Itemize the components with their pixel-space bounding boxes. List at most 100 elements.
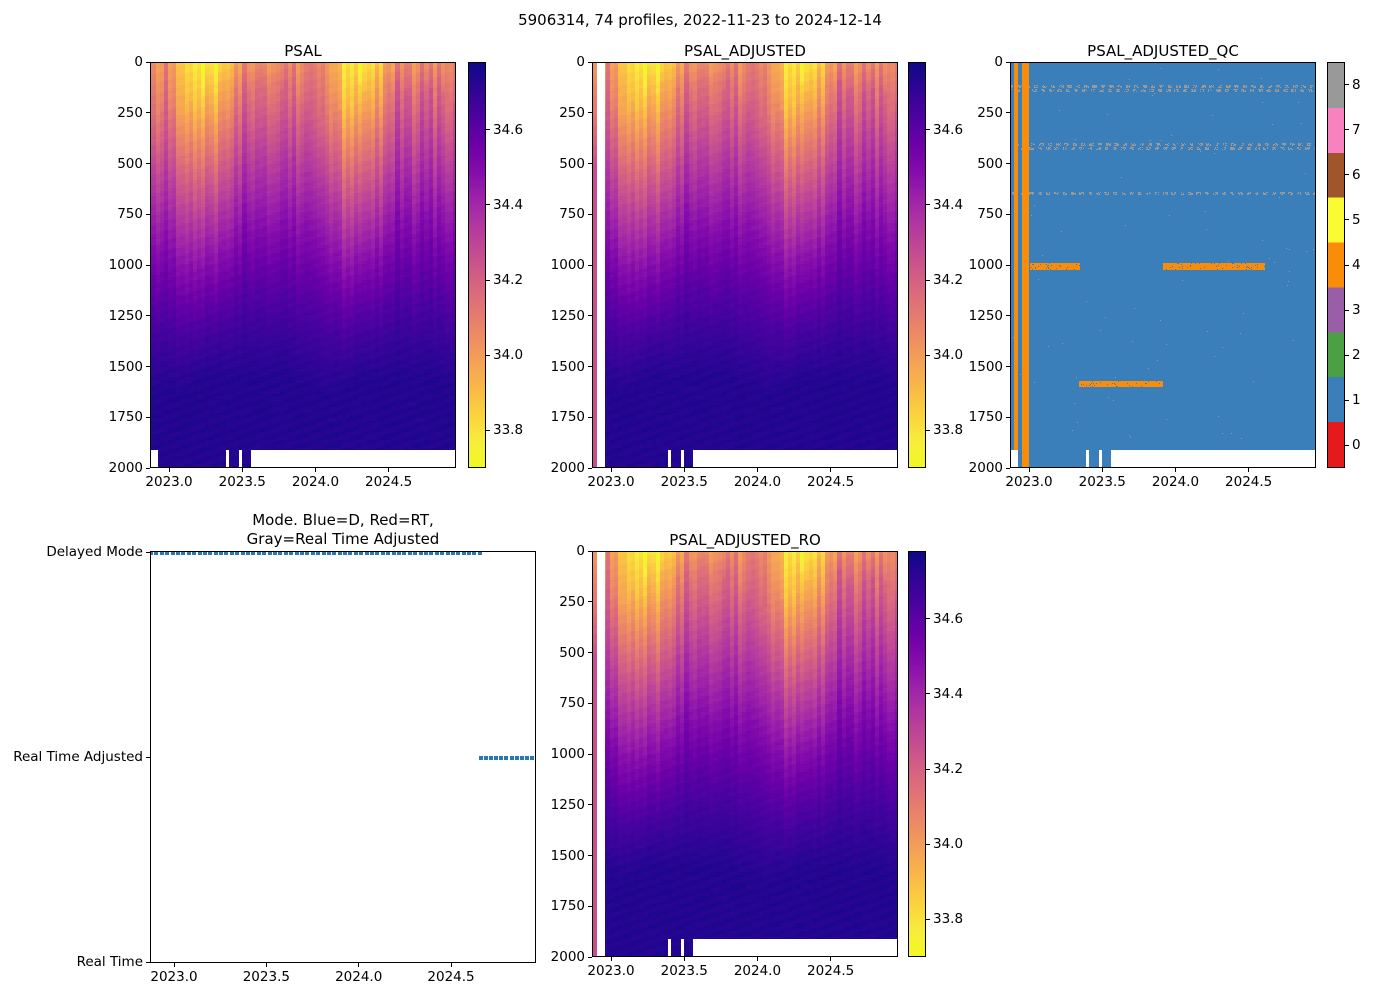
psal-adjusted-qc-cbticklabel: 8 [1352, 76, 1361, 93]
psal-adjusted-qc-yticklabel: 1000 [968, 257, 1003, 273]
mode-marker [181, 552, 186, 555]
mode-marker [489, 756, 494, 760]
psal-adjusted-ro-ytick [588, 550, 592, 552]
psal-adjusted-qc-cbticklabel: 1 [1352, 392, 1361, 409]
mode-xticklabel: 2023.5 [242, 969, 290, 985]
colorbar-gradient-psal-adjusted [909, 63, 925, 467]
psal-adjusted-qc-xtick [1174, 468, 1177, 472]
psal-adjusted-ytick [588, 61, 592, 63]
mode-marker [202, 552, 207, 555]
psal-adjusted-xtick [610, 468, 612, 472]
psal-adjusted-ro-yticklabel: 1750 [550, 898, 585, 915]
panel-title-psal-adjusted-qc: PSAL_ADJUSTED_QC [1087, 42, 1239, 60]
mode-ytick [146, 551, 150, 553]
mode-marker [229, 552, 234, 555]
mode-marker [197, 552, 202, 555]
psal-adjusted-qc-ytick [1006, 467, 1010, 469]
psal-adjusted-xticklabel: 2024.0 [733, 474, 782, 490]
mode-marker [440, 552, 445, 555]
mode-series-2 [151, 756, 535, 760]
psal-cbtick [486, 354, 490, 356]
psal-xtick [314, 468, 317, 472]
psal-xtick [168, 468, 170, 472]
axes-psal-adjusted-ro[interactable] [592, 551, 898, 957]
mode-marker [337, 552, 342, 555]
colorbar-psal-adjusted-ro[interactable] [908, 551, 926, 957]
psal-cbtick [486, 129, 490, 131]
axes-mode[interactable] [150, 551, 536, 963]
psal-adjusted-ro-yticklabel: 2000 [550, 949, 585, 965]
psal-adjusted-ro-cbtick [926, 693, 930, 695]
psal-xticklabel: 2024.5 [365, 474, 413, 490]
psal-adjusted-yticklabel: 0 [576, 54, 585, 70]
mode-marker [235, 552, 240, 555]
psal-adjusted-qc-ytick [1006, 163, 1010, 165]
mode-marker [391, 552, 396, 555]
psal-adjusted-ro-yticklabel: 1000 [550, 746, 585, 762]
colorbar-psal-adjusted-qc[interactable] [1327, 62, 1345, 468]
psal-adjusted-qc-cbtick [1345, 219, 1349, 221]
colorbar-psal-adjusted[interactable] [908, 62, 926, 468]
psal-yticklabel: 1000 [108, 257, 143, 273]
mode-marker [154, 552, 159, 555]
psal-adjusted-xticklabel: 2024.5 [807, 474, 855, 490]
mode-marker [423, 552, 428, 555]
psal-adjusted-qc-cbtick [1345, 264, 1349, 266]
mode-marker [273, 552, 277, 555]
axes-psal-adjusted[interactable] [592, 62, 898, 468]
psal-adjusted-ro-cbtick [926, 618, 930, 620]
colorbar-psal[interactable] [468, 62, 486, 468]
psal-adjusted-qc-ytick [1006, 61, 1010, 63]
psal-adjusted-ro-xticklabel: 2024.5 [807, 963, 855, 979]
mode-marker [445, 552, 450, 555]
psal-adjusted-yticklabel: 2000 [550, 460, 585, 476]
psal-adjusted-cbtick [926, 204, 930, 206]
psal-cbticklabel: 34.0 [493, 347, 524, 364]
psal-adjusted-qc-yticklabel: 0 [994, 54, 1003, 70]
psal-adjusted-ro-cbticklabel: 34.6 [933, 610, 964, 627]
psal-cbtick [486, 279, 490, 281]
mode-marker [494, 756, 499, 760]
psal-adjusted-yticklabel: 750 [559, 206, 585, 223]
mode-marker [407, 552, 412, 555]
mode-marker [524, 756, 529, 760]
figure-suptitle: 5906314, 74 profiles, 2022-11-23 to 2024… [518, 11, 882, 29]
mode-marker [332, 552, 337, 555]
mode-marker [310, 552, 315, 555]
mode-marker [240, 552, 245, 555]
mode-xticklabel: 2024.0 [335, 969, 383, 985]
psal-adjusted-qc-cbticklabel: 5 [1352, 211, 1361, 228]
mode-marker [386, 552, 391, 555]
psal-adjusted-qc-yticklabel: 750 [977, 206, 1003, 223]
mode-yticklabel: Delayed Mode [46, 544, 143, 560]
psal-adjusted-qc-cbticklabel: 3 [1352, 302, 1361, 319]
psal-adjusted-xticklabel: 2023.0 [587, 474, 635, 490]
mode-xtick [450, 963, 452, 967]
psal-ytick [146, 213, 150, 215]
psal-cbticklabel: 33.8 [493, 422, 524, 439]
psal-adjusted-cbticklabel: 34.2 [933, 272, 964, 289]
axes-psal[interactable] [150, 62, 456, 468]
psal-cbticklabel: 34.4 [493, 196, 524, 213]
mode-marker [219, 552, 224, 555]
psal-adjusted-ro-cbtick [926, 843, 930, 845]
psal-ytick [146, 61, 150, 63]
psal-adjusted-yticklabel: 1250 [550, 307, 585, 324]
mode-marker [397, 552, 401, 555]
psal-adjusted-ro-xticklabel: 2024.0 [733, 963, 782, 979]
mode-marker [353, 552, 358, 555]
mode-marker [213, 552, 218, 555]
mode-marker [251, 552, 256, 555]
psal-adjusted-qc-yticklabel: 1500 [968, 358, 1003, 375]
mode-marker [267, 552, 272, 555]
psal-adjusted-ro-ytick [588, 905, 592, 907]
psal-xtick [241, 468, 243, 472]
psal-adjusted-ro-ytick [588, 601, 592, 603]
psal-adjusted-qc-ytick [1006, 366, 1010, 368]
psal-adjusted-qc-ytick [1006, 264, 1010, 266]
panel-title-psal-adjusted: PSAL_ADJUSTED [684, 42, 806, 60]
psal-adjusted-ro-xtick [683, 957, 685, 961]
psal-yticklabel: 2000 [108, 460, 143, 476]
axes-psal-adjusted-qc[interactable] [1010, 62, 1316, 468]
psal-adjusted-xtick [683, 468, 685, 472]
